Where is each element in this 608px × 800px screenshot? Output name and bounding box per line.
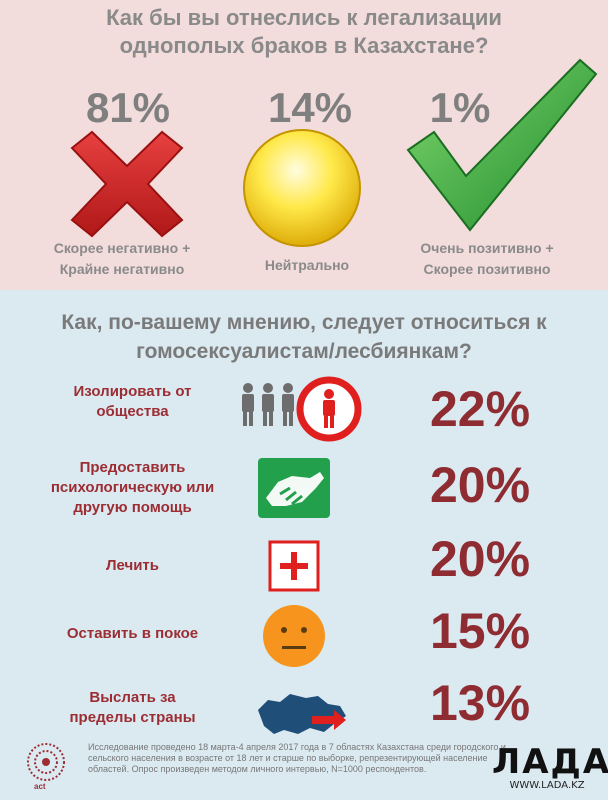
- checkmark-icon: [406, 58, 598, 232]
- medical-cross-icon: [268, 540, 320, 592]
- bottom-title-line2: гомосексуалистам/лесбиянкам?: [136, 340, 472, 363]
- isolated-person-icon: [242, 376, 362, 442]
- row-pct-isolate: 22%: [429, 381, 531, 437]
- row-label-help: Предоставить психологическую или другую …: [40, 458, 225, 518]
- logo-text: act: [34, 782, 46, 791]
- row-pct-expel: 13%: [429, 675, 531, 731]
- handshake-icon: [258, 458, 330, 518]
- top-caption-neutral: Нейтрально: [222, 255, 392, 276]
- row-label-expel-line1: Выслать за: [89, 689, 176, 706]
- row-label-expel: Выслать за пределы страны: [40, 688, 225, 728]
- row-pct-treat: 20%: [429, 531, 531, 587]
- top-title-line1: Как бы вы отнеслись к легализации: [106, 5, 502, 30]
- top-title: Как бы вы отнеслись к легализации однопо…: [40, 4, 568, 60]
- top-caption-negative-line2: Крайне негативно: [59, 261, 185, 277]
- neutral-circle-icon: [243, 129, 361, 247]
- cross-icon: [70, 130, 184, 238]
- bottom-title-line1: Как, по-вашему мнению, следует относитьс…: [61, 311, 547, 334]
- top-caption-positive-line1: Очень позитивно +: [420, 240, 554, 256]
- row-label-help-line1: Предоставить: [79, 459, 186, 476]
- act-logo-icon: [27, 743, 65, 781]
- watermark: ЛАДА WWW.LADA.KZ: [492, 742, 608, 791]
- row-label-treat-line1: Лечить: [106, 557, 159, 574]
- row-label-help-line2: психологическую или: [50, 479, 215, 496]
- row-label-isolate-line1: Изолировать от: [73, 383, 192, 400]
- neutral-face-icon: [263, 605, 325, 667]
- row-pct-leave: 15%: [429, 603, 531, 659]
- top-title-line2: однополых браков в Казахстане?: [119, 33, 489, 58]
- top-caption-positive-line2: Скорее позитивно: [423, 261, 551, 277]
- top-pct-positive: 1%: [429, 84, 491, 131]
- row-label-expel-line2: пределы страны: [69, 709, 196, 726]
- top-caption-neutral-line1: Нейтрально: [264, 257, 350, 273]
- footer-note: Исследование проведено 18 марта-4 апреля…: [88, 742, 506, 774]
- row-label-leave: Оставить в покое: [40, 624, 225, 644]
- row-label-help-line3: другую помощь: [73, 499, 192, 516]
- row-label-leave-line1: Оставить в покое: [66, 625, 199, 642]
- row-label-isolate-line2: общества: [96, 403, 169, 420]
- watermark-logo: ЛАДА: [492, 742, 608, 782]
- top-pct-neutral: 14%: [267, 84, 353, 131]
- watermark-url: WWW.LADA.KZ: [509, 780, 585, 791]
- row-label-treat: Лечить: [40, 556, 225, 576]
- bottom-title: Как, по-вашему мнению, следует относитьс…: [20, 308, 588, 366]
- top-caption-negative-line1: Скорее негативно +: [53, 240, 191, 256]
- top-pct-negative: 81%: [85, 84, 171, 131]
- top-caption-positive: Очень позитивно + Скорее позитивно: [402, 238, 572, 280]
- row-label-isolate: Изолировать от общества: [40, 382, 225, 422]
- kazakhstan-map-icon: [258, 694, 346, 734]
- top-caption-negative: Скорее негативно + Крайне негативно: [37, 238, 207, 280]
- row-pct-help: 20%: [429, 457, 531, 513]
